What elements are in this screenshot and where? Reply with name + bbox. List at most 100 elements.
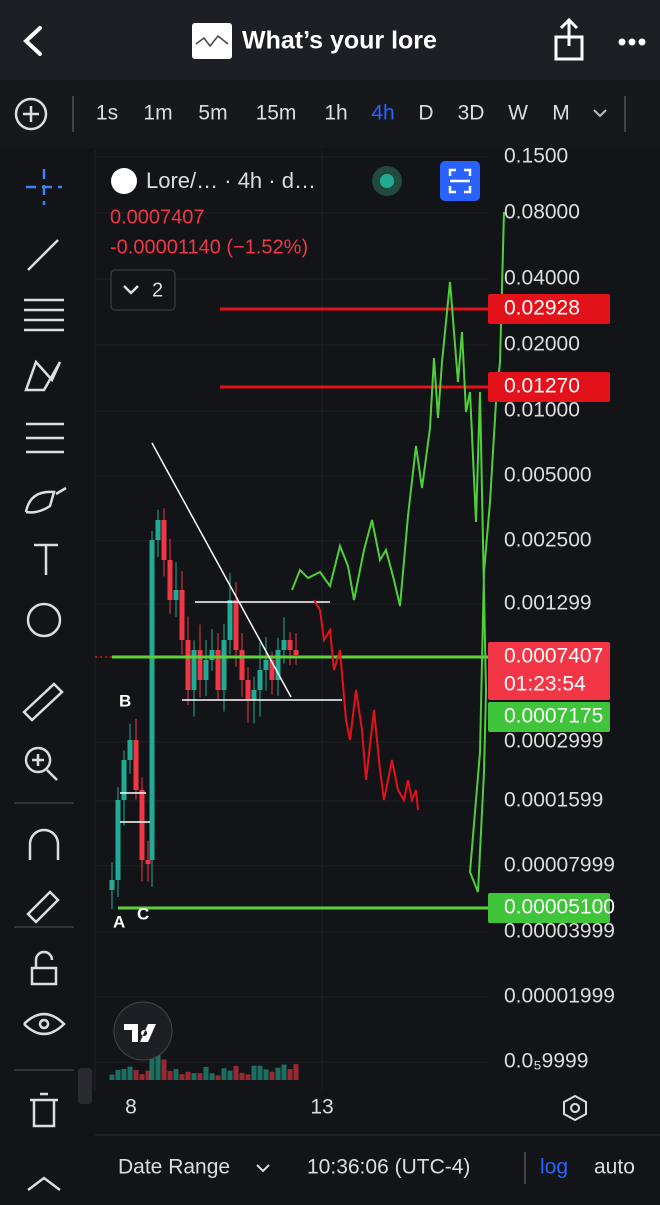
price-label: 0.1500	[504, 145, 568, 168]
candle-body	[179, 590, 185, 640]
symbol-icon	[111, 168, 137, 194]
drawing-toolbar	[22, 169, 67, 1191]
volume-bar	[149, 1046, 155, 1080]
tv-logo-mark	[124, 1024, 156, 1042]
candle-body	[127, 740, 133, 760]
pattern-tool[interactable]	[24, 359, 62, 392]
indicators-toggle[interactable]	[110, 269, 176, 311]
price-label: 0.002500	[504, 529, 592, 552]
timeframe-button[interactable]: 1m	[143, 102, 172, 125]
price-tag	[488, 642, 610, 700]
annotation: B	[119, 691, 131, 710]
candle-body	[185, 640, 191, 690]
volume-bar	[145, 1070, 151, 1080]
share-button[interactable]	[554, 17, 584, 61]
price-label: 0.00007999	[504, 854, 615, 877]
price-tag	[488, 702, 610, 732]
volume-bar	[239, 1072, 245, 1080]
visibility-tool[interactable]	[23, 1012, 66, 1036]
price-tag	[488, 294, 610, 324]
annotation: C	[137, 904, 149, 923]
date-range-chevron	[256, 1164, 270, 1173]
crosshair-tool[interactable]	[26, 169, 62, 205]
candle-body	[287, 640, 293, 650]
price-label: 0.0001599	[504, 789, 603, 812]
timeframe-button[interactable]: M	[552, 102, 570, 125]
price-tag-label: 0.0007175	[504, 705, 603, 728]
timeframe-button[interactable]: 4h	[371, 102, 394, 125]
candle-body	[275, 650, 281, 680]
timeframe-button[interactable]: 1h	[324, 102, 347, 125]
candle-body	[245, 680, 251, 700]
ruler-tool[interactable]	[22, 682, 64, 722]
lock-drawings-tool[interactable]	[26, 890, 60, 924]
timeframe-button[interactable]: 3D	[458, 102, 485, 125]
candle-body	[161, 520, 167, 560]
auto-toggle[interactable]: auto	[594, 1156, 635, 1179]
status-dot	[380, 174, 394, 188]
volume-bar	[293, 1064, 299, 1080]
candle-body	[257, 670, 263, 690]
trendline-tool[interactable]	[27, 239, 59, 271]
add-button[interactable]	[14, 97, 48, 131]
candle-body	[197, 650, 203, 680]
screenshot-icon	[448, 168, 472, 194]
fib-tool[interactable]	[24, 298, 64, 332]
price-label: 0.04000	[504, 267, 580, 290]
timeframe-button[interactable]: W	[508, 102, 528, 125]
symbol-info[interactable]: Lore/… · 4h · d…	[146, 168, 316, 193]
chevron	[123, 285, 139, 295]
volume-bar	[139, 1074, 145, 1080]
timeframe-button[interactable]: 15m	[256, 102, 297, 125]
avatar-art	[195, 34, 229, 48]
date-range-button[interactable]: Date Range	[118, 1156, 230, 1179]
more-tools[interactable]	[27, 1176, 61, 1191]
volume-bar	[221, 1068, 227, 1080]
header-bar	[0, 0, 660, 80]
more-button[interactable]	[618, 38, 646, 46]
countdown: 01:23:54	[504, 673, 586, 696]
timeframe-dropdown[interactable]	[593, 109, 607, 118]
volume-bar	[197, 1073, 203, 1080]
price-label: 0.0002999	[504, 730, 603, 753]
back-button[interactable]	[23, 26, 42, 56]
volume-bar	[227, 1070, 233, 1080]
timeframe-button[interactable]: 1s	[96, 102, 118, 125]
volume-bar	[161, 1059, 167, 1080]
delete-tool[interactable]	[30, 1092, 58, 1128]
timeframe-button[interactable]: D	[418, 102, 433, 125]
price-tag-label: 0.0007407	[504, 645, 603, 668]
candle-body	[155, 520, 161, 540]
price-tag-label: 0.01270	[504, 375, 580, 398]
text-tool[interactable]	[34, 543, 58, 575]
projection-tool[interactable]	[26, 422, 64, 454]
settings-button[interactable]	[563, 1094, 587, 1122]
timeframe-button[interactable]: 5m	[198, 102, 227, 125]
toolbar-collapse[interactable]	[78, 1068, 92, 1104]
green-projection	[291, 211, 505, 893]
volume-bar	[155, 1047, 161, 1080]
volume-bar	[115, 1069, 121, 1080]
timeframes: 1s 1m 5m 15m 1h 4h D 3D W M	[96, 102, 570, 125]
price-tag-label: 0.00005100	[504, 896, 615, 919]
annotation: A	[113, 912, 125, 931]
magnet-tool[interactable]	[28, 828, 60, 860]
unlock-tool[interactable]	[30, 950, 58, 986]
price-tag	[488, 372, 610, 402]
candle-body	[203, 660, 209, 680]
emoji-tool[interactable]	[26, 602, 62, 638]
brush-tool[interactable]	[24, 486, 67, 514]
zoom-tool[interactable]	[24, 746, 58, 781]
volume-bar	[109, 1074, 115, 1080]
candle-body	[215, 650, 221, 690]
price-label: 0.00001999	[504, 985, 615, 1008]
indicator-count: 2	[152, 279, 163, 301]
price-change: -0.00001140 (−1.52%)	[110, 236, 308, 258]
clock[interactable]: 10:36:06 (UTC-4)	[307, 1156, 470, 1179]
candle-body	[209, 650, 215, 660]
chart-grid	[95, 156, 488, 1063]
candle-body	[269, 660, 275, 680]
log-toggle[interactable]: log	[540, 1156, 568, 1179]
candle-body	[251, 690, 257, 700]
